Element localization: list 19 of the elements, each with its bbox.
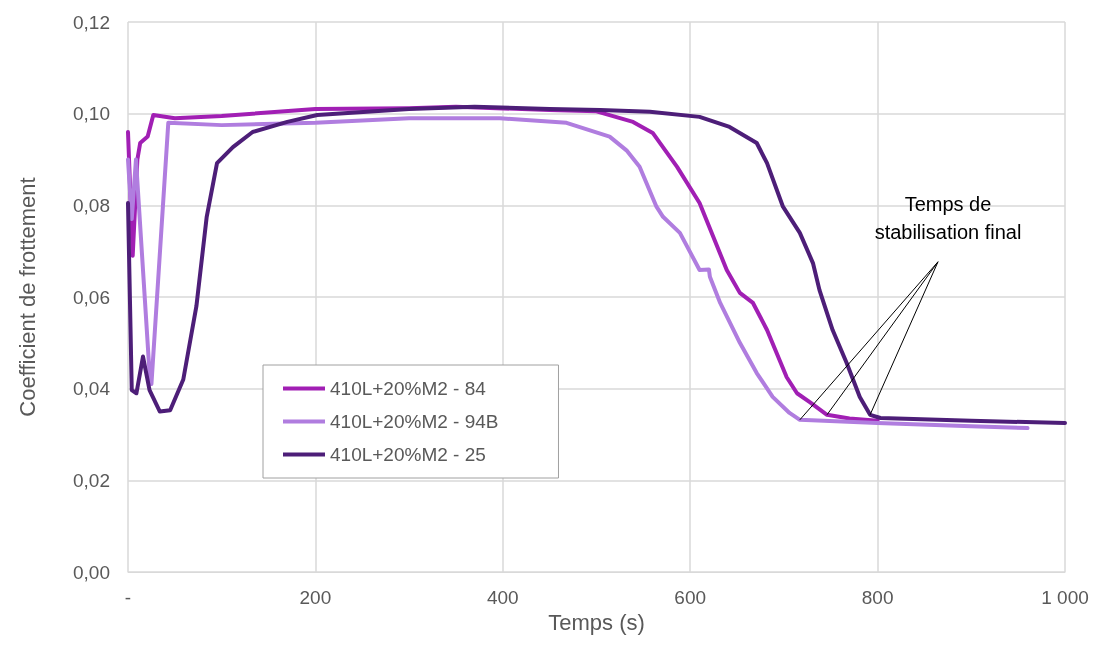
y-tick-label: 0,08 [73,194,110,216]
y-tick-label: 0,12 [73,11,110,33]
y-tick-label: 0,00 [73,561,110,583]
y-tick-label: 0,04 [73,378,111,400]
y-tick-label: 0,06 [73,286,110,308]
x-tick-label: 1 000 [1041,587,1089,608]
x-tick-label: - [124,587,132,608]
y-tick-label: 0,10 [73,103,110,125]
annotation: Temps de stabilisation final [874,192,1022,243]
y-tick-label: 0,02 [73,469,110,491]
legend-label: 410L+20%M2 - 25 [330,444,486,465]
x-tick-label: 400 [486,587,519,608]
x-axis-title: Temps (s) [548,610,645,636]
x-tick-label: 600 [674,587,707,608]
x-tick-label: 200 [299,587,332,608]
x-tick-label: 800 [861,587,894,608]
legend-label: 410L+20%M2 - 94B [330,411,499,432]
y-axis-title: Coefficient de frottement [14,177,40,417]
legend-label: 410L+20%M2 - 84 [330,378,487,399]
